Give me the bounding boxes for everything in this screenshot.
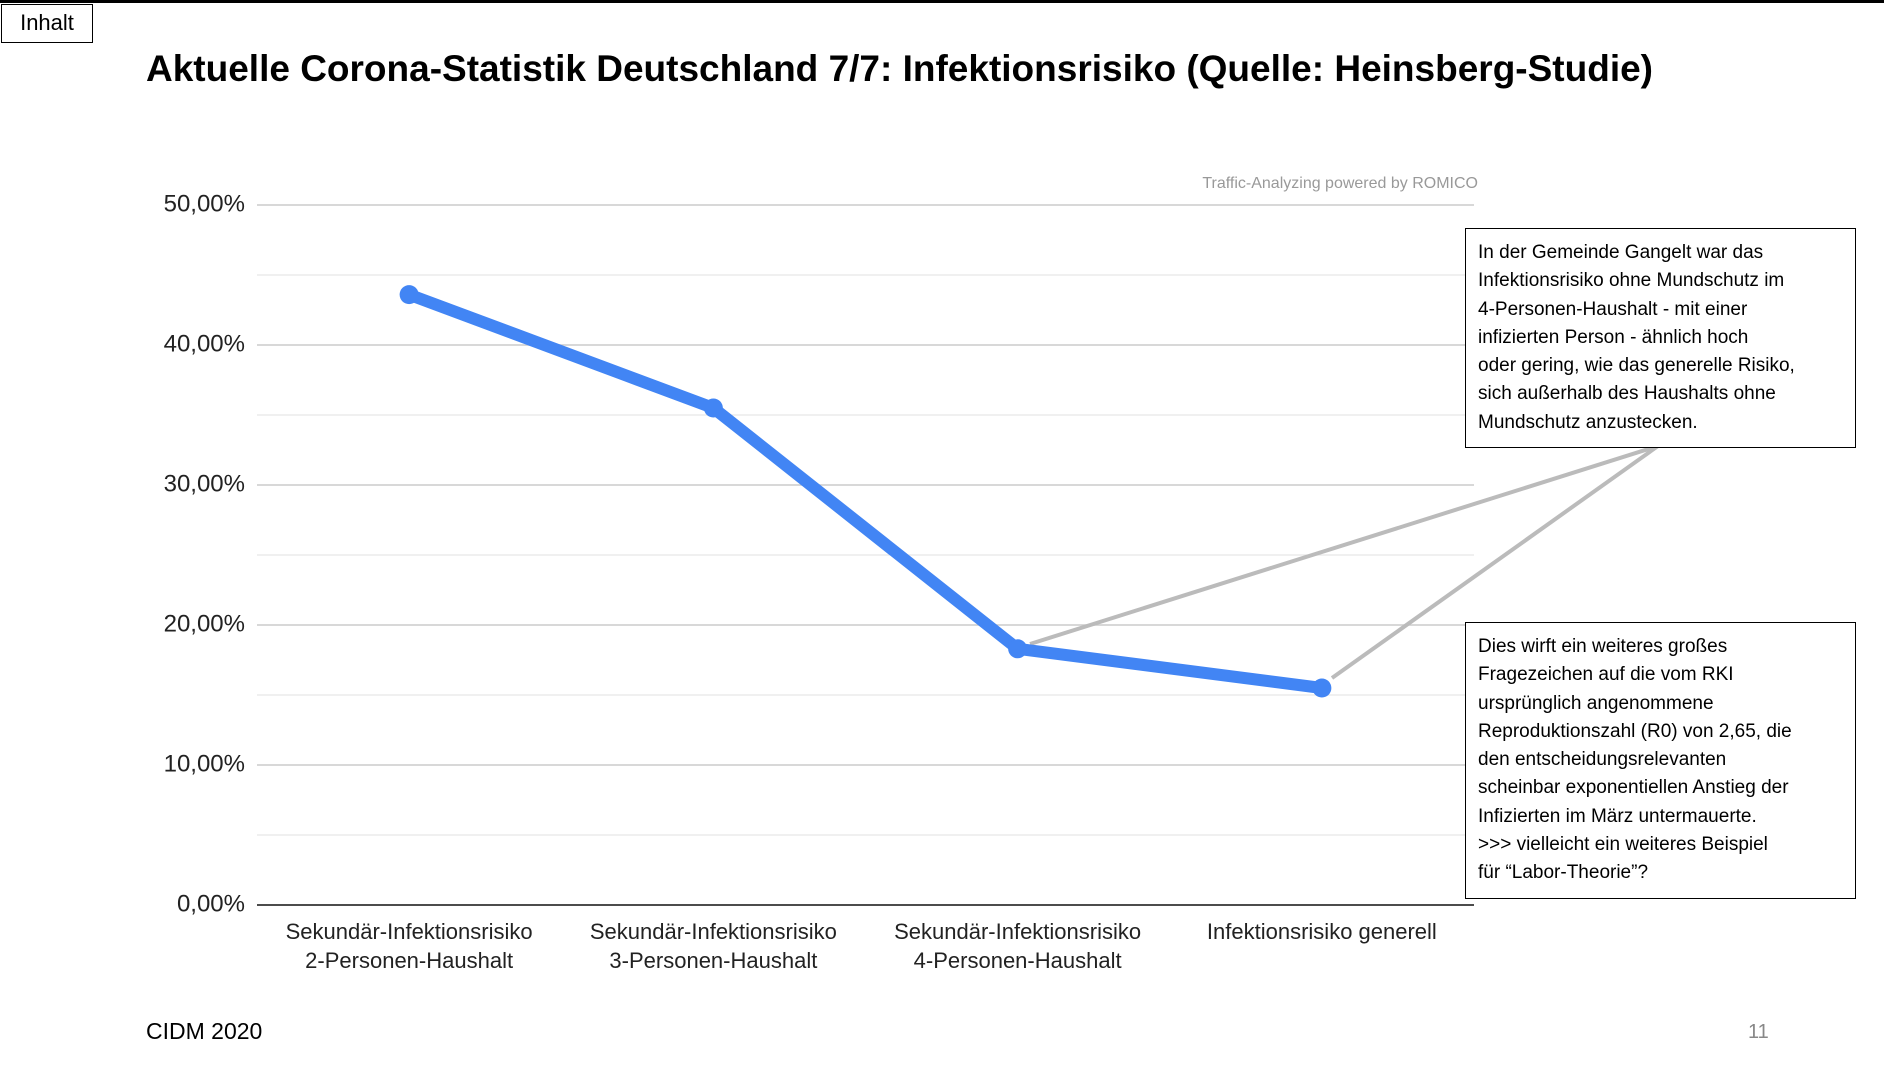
x-tick-label: Sekundär-Infektionsrisiko 2-Personen-Hau… <box>285 919 533 973</box>
y-tick-label: 40,00% <box>164 330 245 357</box>
page-number: 11 <box>1748 1021 1769 1043</box>
data-point <box>399 285 419 305</box>
data-line <box>403 288 1328 694</box>
top-rule <box>0 0 1884 3</box>
x-tick-label: Sekundär-Infektionsrisiko 3-Personen-Hau… <box>589 919 837 973</box>
nav-button[interactable]: Inhalt <box>1 4 93 43</box>
y-tick-label: 20,00% <box>164 610 245 637</box>
footer: CIDM 2020 <box>146 1018 263 1044</box>
connector <box>1330 444 1660 680</box>
y-tick-label: 30,00% <box>164 470 245 497</box>
data-point <box>1312 678 1332 698</box>
watermark: Traffic-Analyzing powered by ROMICO <box>1202 175 1478 192</box>
x-tick-label: Infektionsrisiko generell <box>1206 919 1437 944</box>
chart-title: Aktuelle Corona-Statistik Deutschland 7/… <box>146 48 1653 89</box>
x-tick-label: Sekundär-Infektionsrisiko 4-Personen-Hau… <box>894 919 1142 973</box>
data-point <box>703 398 723 418</box>
annotation: In der Gemeinde Gangelt war das Infektio… <box>1465 228 1856 449</box>
data-point <box>1008 639 1028 659</box>
y-tick-label: 10,00% <box>164 750 245 777</box>
connector <box>1029 444 1659 646</box>
y-tick-label: 0,00% <box>177 890 245 917</box>
annotation: Dies wirft ein weiteres großes Fragezeic… <box>1465 622 1856 899</box>
y-tick-label: 50,00% <box>164 190 245 217</box>
